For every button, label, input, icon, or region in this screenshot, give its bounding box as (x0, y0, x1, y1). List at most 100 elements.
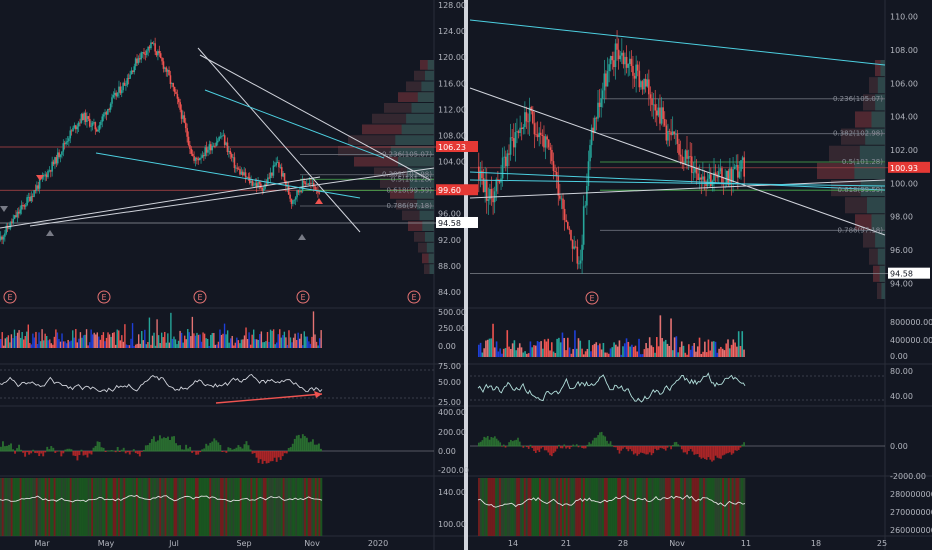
trend-line[interactable] (469, 179, 886, 199)
bottom-ticks-label: 260000000.00 (890, 526, 932, 535)
candle (47, 170, 49, 178)
candle (273, 165, 276, 167)
sentiment-stripe (162, 478, 165, 536)
sentiment-stripe (286, 478, 289, 536)
candle (554, 170, 556, 172)
sentiment-stripe (542, 478, 546, 536)
candle (16, 211, 19, 218)
macd-bar (515, 439, 518, 447)
macd-bar (581, 446, 583, 449)
sentiment-stripe (506, 478, 509, 536)
volume-bar (285, 337, 287, 348)
volume-bar (597, 345, 599, 357)
candle (584, 205, 587, 207)
sentiment-stripe (241, 478, 244, 536)
trend-line[interactable] (29, 167, 435, 227)
volume-bar (693, 343, 695, 357)
sentiment-stripe (271, 478, 274, 536)
candle (90, 126, 92, 127)
sentiment-stripe (300, 478, 303, 536)
volume-bar (620, 354, 623, 357)
candle (104, 112, 106, 115)
trend-line[interactable] (0, 176, 321, 229)
volume-bar (170, 312, 172, 348)
candle (237, 168, 240, 170)
trend-line[interactable] (199, 54, 431, 181)
sentiment-stripe (146, 478, 149, 536)
earnings-icon[interactable] (3, 290, 17, 304)
volume-bar (167, 333, 169, 348)
macd-bar (167, 436, 169, 452)
candle (570, 230, 572, 241)
volume-bar (709, 350, 712, 357)
volume-profile-bar (421, 81, 434, 92)
divergence-arrow[interactable] (215, 393, 323, 404)
candle (254, 183, 257, 185)
panel-divider[interactable] (464, 0, 468, 550)
trend-line[interactable] (469, 171, 886, 191)
candle (659, 107, 661, 124)
candle (684, 150, 687, 164)
volume-bar (240, 339, 243, 348)
macd-bar (287, 447, 290, 452)
earnings-label: E (7, 293, 12, 302)
volume-bar (320, 330, 322, 348)
sentiment-stripe (82, 478, 85, 536)
sentiment-stripe (193, 478, 196, 536)
trend-line[interactable] (469, 87, 886, 236)
volume-bar (695, 351, 697, 357)
volume-bar (606, 352, 608, 357)
trend-line[interactable] (469, 179, 886, 187)
earnings-icon[interactable] (407, 290, 421, 304)
sentiment-stripe (485, 478, 488, 536)
volume-bar (686, 354, 688, 357)
macd-bar (656, 446, 658, 451)
macd-bar (251, 451, 254, 454)
macd-bar (602, 435, 605, 447)
volume-bar (591, 345, 594, 357)
macd-bar (526, 446, 528, 448)
candle (660, 107, 663, 124)
sentiment-stripe (98, 478, 101, 536)
macd-bar (58, 450, 61, 452)
trend-line[interactable] (469, 19, 886, 66)
candle (184, 122, 187, 129)
candle (690, 156, 693, 173)
macd-bar (227, 447, 230, 452)
sentiment-stripe (521, 478, 525, 536)
volume-bar (517, 347, 519, 357)
earnings-icon[interactable] (193, 290, 207, 304)
earnings-icon[interactable] (296, 290, 310, 304)
macd-bar (161, 438, 163, 452)
volume-bar (295, 340, 298, 348)
candle (83, 112, 85, 121)
candle (489, 188, 491, 200)
volume-bar (568, 347, 571, 357)
volume-bar (536, 341, 539, 357)
candle (261, 187, 264, 191)
volume-bar (185, 339, 187, 348)
sentiment-stripe (177, 478, 180, 536)
macd-bar (90, 451, 93, 455)
earnings-icon[interactable] (97, 290, 111, 304)
volume-bar (663, 341, 665, 357)
macd-bar (711, 446, 713, 462)
volume-bar (529, 341, 532, 357)
volume-bar (698, 337, 701, 357)
trend-line[interactable] (197, 47, 361, 233)
candle (123, 82, 126, 86)
sentiment-stripe (527, 478, 530, 536)
sentiment-stripe (622, 478, 626, 536)
sentiment-stripe (200, 478, 203, 536)
earnings-icon[interactable] (585, 291, 599, 305)
volume-bar (179, 330, 181, 348)
candle (235, 167, 237, 169)
trend-line[interactable] (204, 89, 385, 159)
trend-line[interactable] (95, 152, 361, 199)
volume-profile-bar (411, 103, 434, 113)
macd-bar (189, 446, 192, 452)
price-tick-label: 84.00 (438, 288, 461, 297)
macd-bar (92, 447, 95, 452)
macd-bar (547, 446, 550, 453)
macd-bar (2, 441, 4, 452)
